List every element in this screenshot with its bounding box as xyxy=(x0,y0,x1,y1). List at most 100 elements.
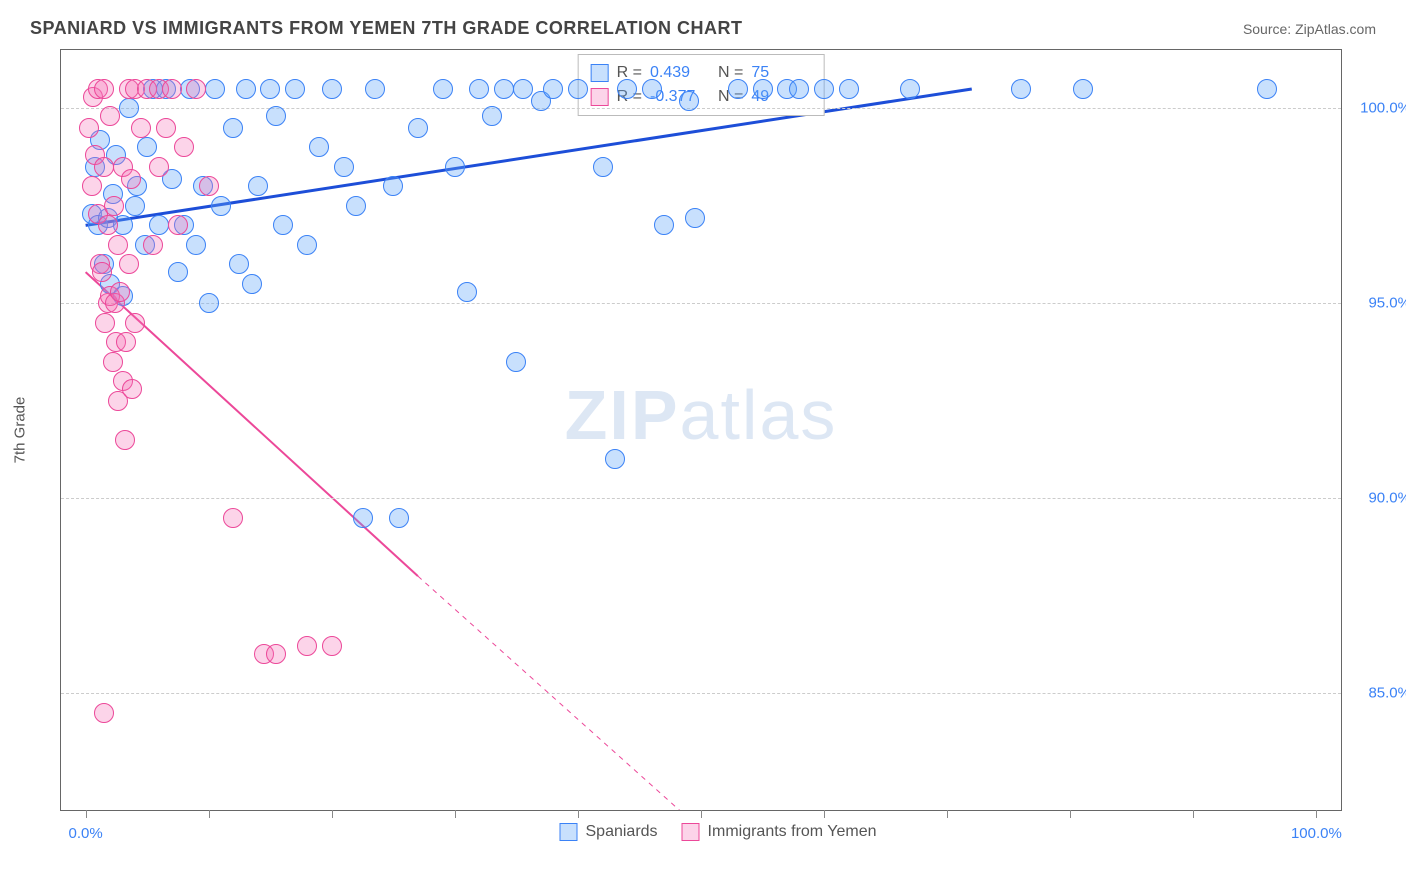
data-point xyxy=(100,106,120,126)
x-tick xyxy=(209,810,210,818)
data-point xyxy=(119,98,139,118)
gridline xyxy=(61,108,1341,109)
data-point xyxy=(839,79,859,99)
data-point xyxy=(469,79,489,99)
scatter-plot: ZIPatlas R =0.439N =75R =-0.377N =49 85.… xyxy=(60,49,1342,811)
data-point xyxy=(433,79,453,99)
data-point xyxy=(273,215,293,235)
data-point xyxy=(1011,79,1031,99)
data-point xyxy=(143,235,163,255)
watermark: ZIPatlas xyxy=(565,375,838,455)
data-point xyxy=(149,157,169,177)
data-point xyxy=(728,79,748,99)
data-point xyxy=(125,196,145,216)
data-point xyxy=(642,79,662,99)
legend-label: Spaniards xyxy=(586,823,658,841)
legend-swatch xyxy=(682,823,700,841)
data-point xyxy=(131,118,151,138)
data-point xyxy=(125,313,145,333)
legend-label: Immigrants from Yemen xyxy=(708,823,877,841)
data-point xyxy=(679,91,699,111)
trend-lines xyxy=(61,50,1341,810)
data-point xyxy=(408,118,428,138)
data-point xyxy=(98,215,118,235)
y-tick-label: 100.0% xyxy=(1351,100,1406,117)
data-point xyxy=(119,254,139,274)
data-point xyxy=(814,79,834,99)
data-point xyxy=(506,352,526,372)
data-point xyxy=(108,235,128,255)
data-point xyxy=(162,79,182,99)
legend-swatch xyxy=(560,823,578,841)
data-point xyxy=(168,215,188,235)
data-point xyxy=(156,118,176,138)
data-point xyxy=(199,293,219,313)
chart-header: SPANIARD VS IMMIGRANTS FROM YEMEN 7TH GR… xyxy=(0,0,1406,49)
data-point xyxy=(229,254,249,274)
data-point xyxy=(92,262,112,282)
data-point xyxy=(383,176,403,196)
data-point xyxy=(297,235,317,255)
data-point xyxy=(94,79,114,99)
x-tick-label: 0.0% xyxy=(69,825,103,842)
data-point xyxy=(82,176,102,196)
data-point xyxy=(654,215,674,235)
legend-swatch xyxy=(591,88,609,106)
legend: Spaniards Immigrants from Yemen xyxy=(560,823,877,841)
data-point xyxy=(753,79,773,99)
data-point xyxy=(205,79,225,99)
y-tick-label: 95.0% xyxy=(1351,295,1406,312)
chart-source: Source: ZipAtlas.com xyxy=(1243,21,1376,37)
data-point xyxy=(266,644,286,664)
y-tick-label: 85.0% xyxy=(1351,685,1406,702)
data-point xyxy=(494,79,514,99)
data-point xyxy=(236,79,256,99)
data-point xyxy=(285,79,305,99)
data-point xyxy=(543,79,563,99)
data-point xyxy=(322,636,342,656)
x-tick-label: 100.0% xyxy=(1291,825,1342,842)
chart-container: 7th Grade ZIPatlas R =0.439N =75R =-0.37… xyxy=(60,49,1376,811)
data-point xyxy=(605,449,625,469)
data-point xyxy=(186,235,206,255)
data-point xyxy=(168,262,188,282)
data-point xyxy=(1257,79,1277,99)
data-point xyxy=(789,79,809,99)
data-point xyxy=(1073,79,1093,99)
data-point xyxy=(186,79,206,99)
data-point xyxy=(900,79,920,99)
x-tick xyxy=(332,810,333,818)
data-point xyxy=(174,137,194,157)
data-point xyxy=(95,313,115,333)
x-tick xyxy=(1316,810,1317,818)
data-point xyxy=(445,157,465,177)
x-tick xyxy=(824,810,825,818)
data-point xyxy=(617,79,637,99)
data-point xyxy=(94,157,114,177)
data-point xyxy=(115,430,135,450)
x-tick xyxy=(86,810,87,818)
data-point xyxy=(121,169,141,189)
data-point xyxy=(322,79,342,99)
data-point xyxy=(103,352,123,372)
gridline xyxy=(61,498,1341,499)
x-tick xyxy=(578,810,579,818)
x-tick xyxy=(1193,810,1194,818)
data-point xyxy=(116,332,136,352)
data-point xyxy=(685,208,705,228)
x-tick xyxy=(701,810,702,818)
data-point xyxy=(248,176,268,196)
data-point xyxy=(223,118,243,138)
y-tick-label: 90.0% xyxy=(1351,490,1406,507)
data-point xyxy=(593,157,613,177)
x-tick xyxy=(455,810,456,818)
data-point xyxy=(297,636,317,656)
data-point xyxy=(334,157,354,177)
data-point xyxy=(389,508,409,528)
data-point xyxy=(260,79,280,99)
x-tick xyxy=(1070,810,1071,818)
x-tick xyxy=(947,810,948,818)
data-point xyxy=(104,196,124,216)
data-point xyxy=(211,196,231,216)
data-point xyxy=(79,118,99,138)
